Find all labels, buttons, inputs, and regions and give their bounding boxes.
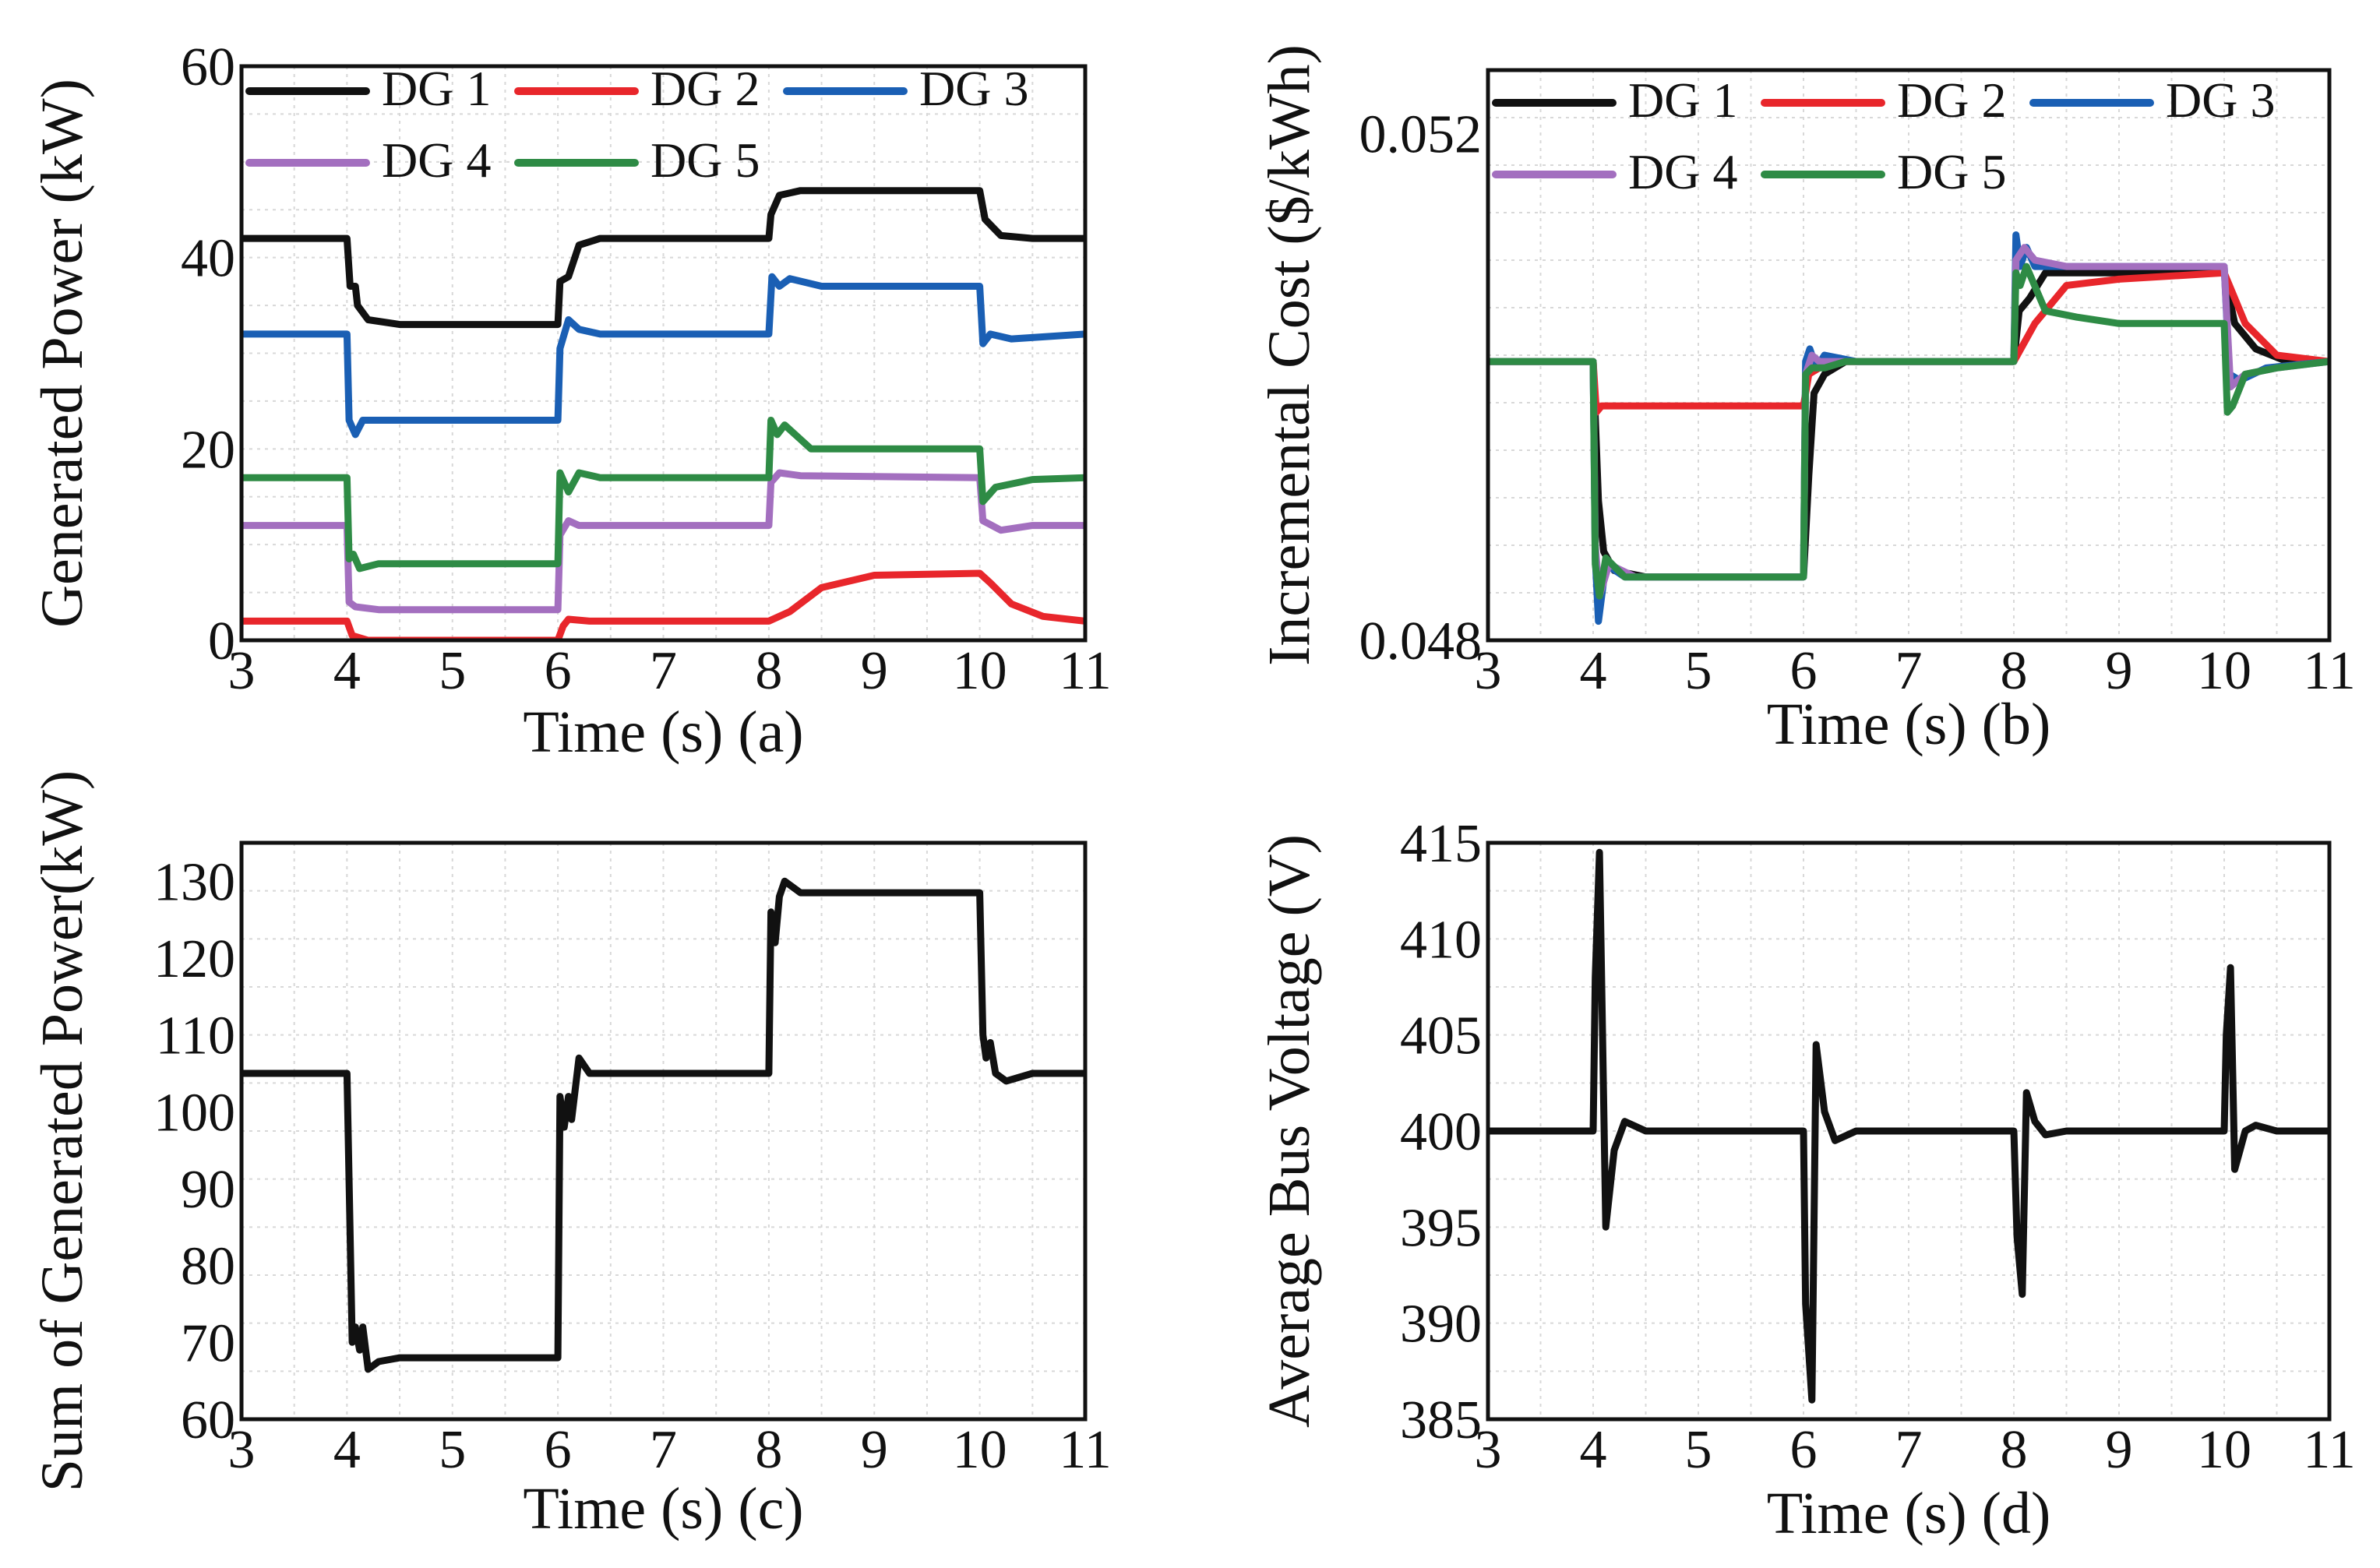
- x-tick-label: 9: [861, 1420, 888, 1480]
- x-tick-label: 4: [333, 1420, 361, 1480]
- y-tick-label: 60: [181, 1390, 235, 1450]
- x-tick-label: 9: [2106, 1420, 2133, 1480]
- x-tick-label: 7: [650, 1420, 677, 1480]
- series-line-dg-3: [242, 273, 1085, 439]
- x-tick-label: 3: [228, 641, 256, 701]
- plot-frame: [239, 64, 1088, 643]
- x-tick-label: 10: [2197, 1420, 2251, 1480]
- y-tick-label: 390: [1400, 1295, 1482, 1355]
- legend-entry: DG 2: [651, 61, 760, 116]
- y-tick-label: 70: [181, 1313, 235, 1373]
- y-tick-label: 0.048: [1359, 611, 1483, 671]
- plot-frame: [1486, 840, 2332, 1422]
- legend-entry: DG 5: [651, 132, 760, 188]
- x-tick-label: 6: [545, 641, 572, 701]
- y-tick-label: 395: [1400, 1198, 1482, 1258]
- legend-entry: DG 4: [382, 132, 491, 188]
- series-line-dg-5: [1488, 263, 2329, 600]
- legend-entry: DG 5: [1897, 144, 2006, 199]
- x-tick-label: 6: [545, 1420, 572, 1480]
- y-tick-label: 60: [181, 37, 235, 97]
- plot-frame: [1486, 68, 2332, 643]
- x-tick-label: 9: [2106, 641, 2133, 701]
- legend-entry: DG 2: [1897, 72, 2006, 128]
- y-axis-label: Generated Power (kW): [30, 79, 95, 628]
- y-tick-label: 415: [1400, 814, 1482, 874]
- series-line-dg-5: [242, 417, 1085, 573]
- y-tick-label: 0: [208, 611, 235, 671]
- x-tick-label: 6: [1790, 641, 1818, 701]
- x-tick-label: 10: [953, 1420, 1007, 1480]
- x-tick-label: 8: [755, 1420, 782, 1480]
- x-tick-label: 3: [1475, 1420, 1502, 1480]
- y-tick-label: 100: [153, 1083, 235, 1143]
- x-tick-label: 4: [1580, 1420, 1607, 1480]
- y-tick-label: 90: [181, 1160, 235, 1220]
- chart-panel-4: 3 4 5 6 7 8 9 10 11 385 390 395 400 405 410 415 Time (s)…: [1257, 814, 2356, 1546]
- legend-entry: DG 3: [919, 61, 1028, 116]
- grid: [242, 843, 1085, 1419]
- series-line-dg-1: [242, 187, 1085, 329]
- x-tick-label: 10: [2197, 641, 2251, 701]
- y-axis-label: Incremental Cost ($/kWh): [1257, 44, 1322, 666]
- x-tick-label: 5: [1685, 1420, 1712, 1480]
- x-axis-label: Time (s) (c): [523, 1476, 803, 1542]
- legend-entry: DG 4: [1628, 144, 1737, 199]
- x-axis-label: Time (s) (d): [1767, 1481, 2051, 1546]
- x-tick-label: 8: [2001, 641, 2028, 701]
- y-tick-label: 0.052: [1359, 104, 1483, 164]
- x-tick-label: 4: [1580, 641, 1607, 701]
- y-tick-label: 410: [1400, 910, 1482, 970]
- x-tick-label: 7: [1895, 641, 1923, 701]
- series-group: [242, 187, 1085, 640]
- legend-entry: DG 3: [2166, 72, 2275, 128]
- series-line-voltage: [1488, 848, 2329, 1404]
- y-axis-label: Sum of Generated Power(kW): [30, 770, 95, 1492]
- plot-frame: [239, 840, 1088, 1422]
- chart-panel-1: 3 4 5 6 7 8 9 10 11 0 20 40 60 Time (s) (a) Generated …: [30, 37, 1112, 765]
- x-tick-label: 8: [2001, 1420, 2028, 1480]
- chart-panel-2: 3 4 5 6 7 8 9 10 11 0.048 0.052 Time (s) (b) Increme…: [1257, 44, 2356, 757]
- y-tick-label: 405: [1400, 1006, 1482, 1066]
- legend-entry: DG 1: [1628, 72, 1737, 128]
- grid: [1488, 70, 2329, 640]
- x-tick-label: 4: [333, 641, 361, 701]
- y-tick-label: 80: [181, 1237, 235, 1297]
- y-tick-label: 20: [181, 420, 235, 480]
- x-axis-label: Time (s) (a): [523, 699, 803, 765]
- x-tick-label: 11: [1059, 1420, 1111, 1480]
- x-tick-label: 10: [953, 641, 1007, 701]
- y-tick-label: 385: [1400, 1390, 1482, 1450]
- x-axis-label: Time (s) (b): [1767, 692, 2051, 757]
- x-tick-label: 5: [439, 641, 466, 701]
- legend: DG 1 DG 2 DG 3 DG 4 DG 5: [1492, 72, 2275, 199]
- x-tick-label: 5: [1685, 641, 1712, 701]
- x-tick-label: 3: [1475, 641, 1502, 701]
- x-tick-label: 7: [1895, 1420, 1923, 1480]
- x-tick-label: 9: [861, 641, 888, 701]
- y-tick-label: 110: [156, 1006, 235, 1066]
- series-line-dg-4: [242, 469, 1085, 614]
- series-group: [1488, 848, 2329, 1404]
- x-tick-label: 5: [439, 1420, 466, 1480]
- series-group: [242, 877, 1085, 1373]
- x-tick-label: 3: [228, 1420, 256, 1480]
- x-tick-label: 11: [2303, 1420, 2355, 1480]
- y-axis-label: Average Bus Voltage (V): [1257, 834, 1322, 1428]
- y-tick-label: 40: [181, 229, 235, 289]
- y-tick-label: 130: [153, 852, 235, 912]
- y-tick-label: 120: [153, 929, 235, 989]
- x-tick-label: 11: [2303, 641, 2355, 701]
- x-tick-label: 6: [1790, 1420, 1818, 1480]
- legend: DG 1 DG 2 DG 3 DG 4 DG 5: [245, 61, 1028, 188]
- x-tick-label: 8: [755, 641, 782, 701]
- series-group: [1488, 231, 2329, 625]
- series-line-sum: [242, 877, 1085, 1373]
- chart-panel-3: 3 4 5 6 7 8 9 10 11 60 70 80 90 100 110 120 130 Time (s) …: [30, 770, 1112, 1542]
- legend-entry: DG 1: [382, 61, 491, 116]
- x-tick-label: 7: [650, 641, 677, 701]
- y-tick-label: 400: [1400, 1102, 1482, 1162]
- x-tick-label: 11: [1059, 641, 1111, 701]
